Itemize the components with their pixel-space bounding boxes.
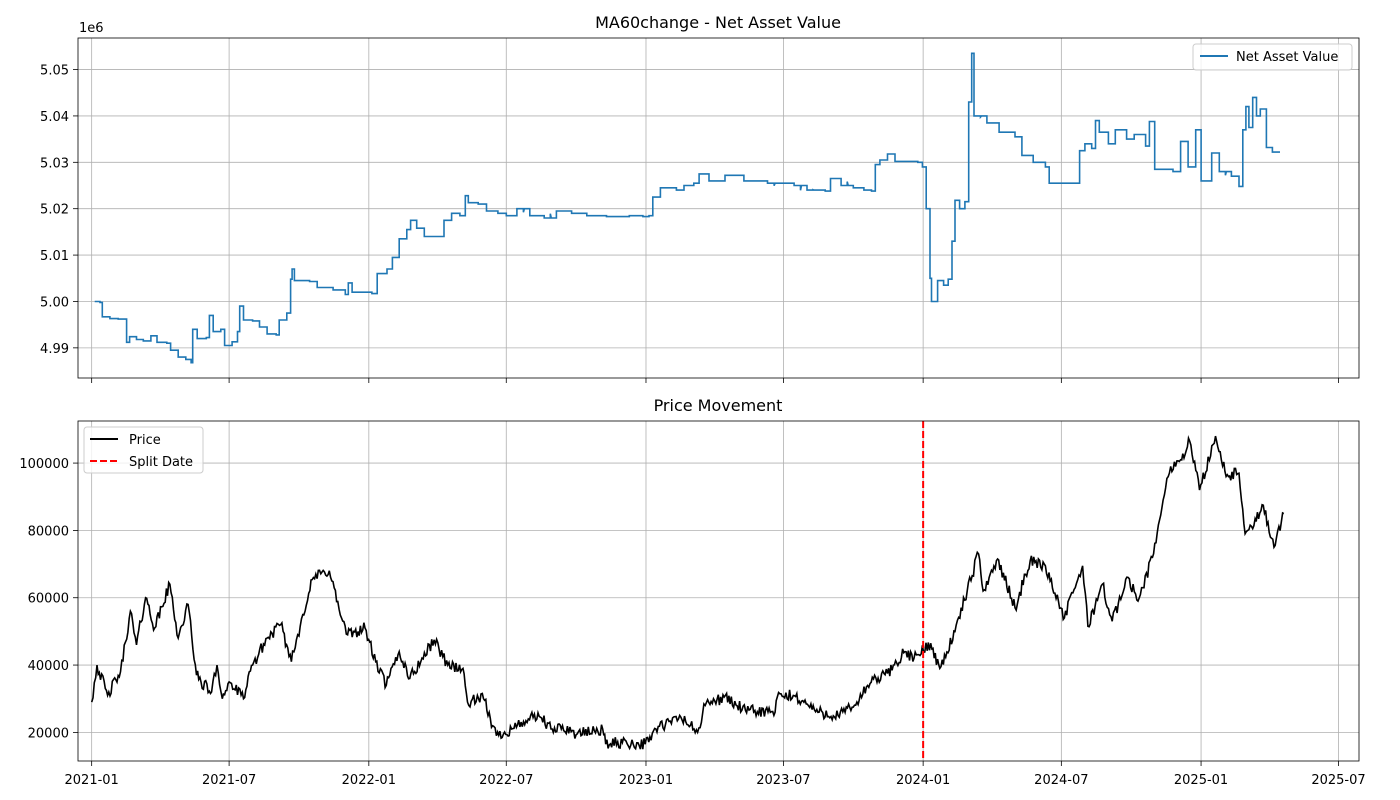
- split-date-legend-label: Split Date: [129, 455, 193, 470]
- nav-chart-grid: [78, 38, 1359, 378]
- price-chart-y-ticks: 20000 40000 60000 80000 100000: [19, 457, 78, 741]
- y-tick-label: 20000: [28, 726, 69, 741]
- price-series-line: [90, 435, 1285, 751]
- nav-chart-y-ticks: 4.99 5.00 5.01 5.02 5.03 5.04 5.05: [40, 64, 78, 357]
- price-chart-axes: Price Movement 20000 40000 60000 80000 10000…: [19, 396, 1365, 788]
- nav-chart-axes: MA60change - Net Asset Value 1e6 4.99 5.0…: [40, 13, 1360, 383]
- x-tick-label: 2023-01: [619, 773, 673, 788]
- nav-chart-x-ticks: [91, 378, 1339, 383]
- x-tick-label: 2022-01: [342, 773, 396, 788]
- x-tick-label: 2023-07: [756, 773, 810, 788]
- x-tick-label: 2021-01: [65, 773, 119, 788]
- x-tick-label: 2022-07: [479, 773, 533, 788]
- y-tick-label: 40000: [28, 659, 69, 674]
- y-tick-label: 60000: [28, 592, 69, 607]
- nav-chart-title: MA60change - Net Asset Value: [595, 13, 841, 32]
- y-tick-label: 100000: [19, 457, 69, 472]
- price-chart-legend: Price Split Date: [83, 426, 204, 474]
- y-tick-label: 5.01: [40, 249, 69, 264]
- nav-chart-frame: [77, 37, 1360, 379]
- nav-series-line: [94, 52, 1280, 364]
- x-tick-label: 2025-01: [1174, 773, 1228, 788]
- y-tick-label: 80000: [28, 524, 69, 539]
- y-tick-label: 5.00: [40, 295, 69, 310]
- nav-chart-offset-text: 1e6: [79, 21, 104, 36]
- nav-chart-legend: Net Asset Value: [1192, 43, 1353, 71]
- y-tick-label: 4.99: [40, 342, 69, 357]
- x-tick-label: 2024-01: [896, 773, 950, 788]
- y-tick-label: 5.04: [40, 110, 69, 125]
- price-legend-label: Price: [129, 433, 161, 448]
- x-tick-label: 2024-07: [1034, 773, 1088, 788]
- x-tick-label: 2025-07: [1311, 773, 1365, 788]
- price-chart-title: Price Movement: [654, 396, 783, 415]
- y-tick-label: 5.02: [40, 203, 69, 218]
- nav-legend-box: [1192, 43, 1353, 71]
- y-tick-label: 5.05: [40, 64, 69, 79]
- nav-legend-label: Net Asset Value: [1236, 50, 1338, 65]
- y-tick-label: 5.03: [40, 156, 69, 171]
- price-chart-frame: [77, 420, 1360, 762]
- x-tick-label: 2021-07: [202, 773, 256, 788]
- price-chart-grid: [78, 421, 1359, 761]
- price-chart-x-ticks: 2021-01 2021-07 2022-01 2022-07 2023-01 2023-…: [65, 761, 1366, 788]
